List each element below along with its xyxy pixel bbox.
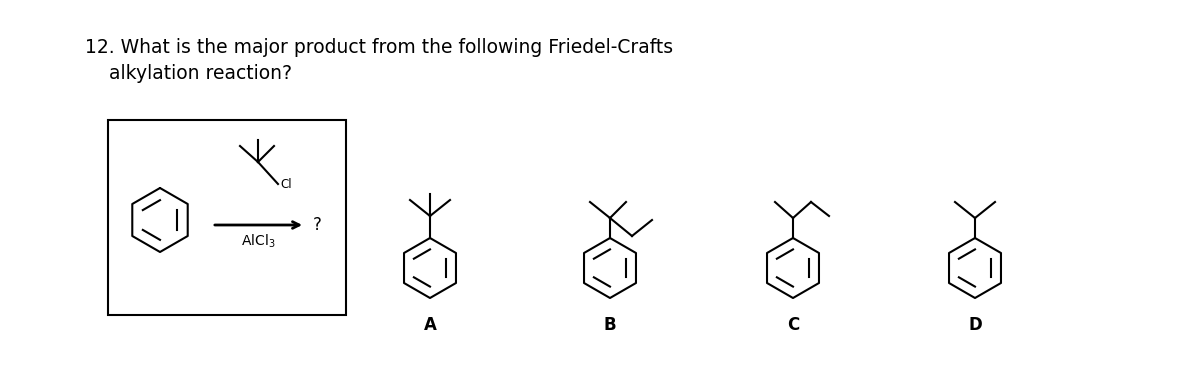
Text: D: D [968,316,982,334]
Text: B: B [604,316,617,334]
Text: 12. What is the major product from the following Friedel-Crafts: 12. What is the major product from the f… [85,38,673,57]
Text: C: C [786,316,799,334]
Text: ?: ? [312,216,322,234]
Bar [108,120,345,315]
Text: AlCl$_3$: AlCl$_3$ [242,233,276,250]
Text: A: A [423,316,436,334]
Text: alkylation reaction?: alkylation reaction? [85,64,292,83]
Text: Cl: Cl [279,178,291,191]
